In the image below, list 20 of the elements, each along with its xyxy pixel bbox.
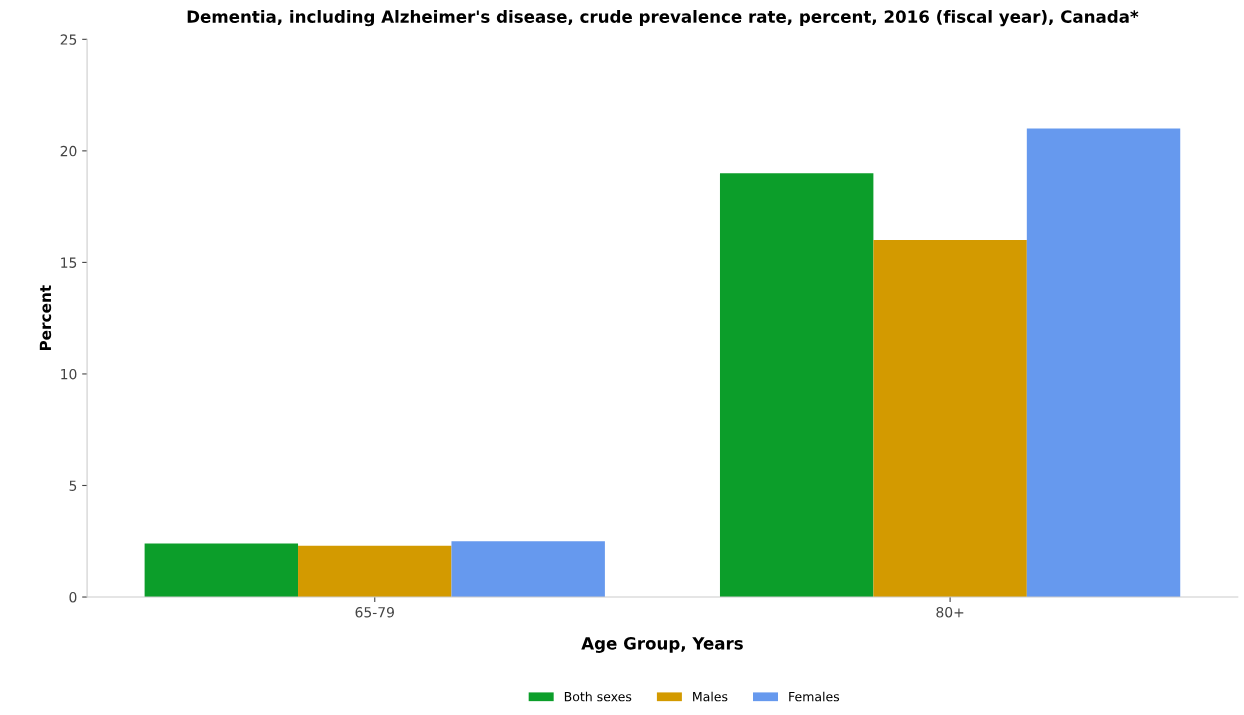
x-tick-label: 80+ <box>936 606 964 618</box>
y-axis-title: Percent <box>39 285 52 351</box>
y-tick-label: 5 <box>69 480 77 491</box>
y-tick-label: 15 <box>61 257 77 268</box>
bar <box>1026 128 1181 598</box>
legend-label: Females <box>789 691 840 702</box>
bar <box>144 543 299 598</box>
y-tick-label: 10 <box>61 368 77 380</box>
x-axis-title: Age Group, Years <box>581 637 743 653</box>
chart-title: Dementia, including Alzheimer's disease, crude prevalence rate, percent, 2016 (fiscal year), Canada* <box>187 9 1139 27</box>
bar <box>298 545 452 598</box>
bar <box>873 240 1027 598</box>
x-tick-label: 65-79 <box>355 606 394 618</box>
y-tick-label: 25 <box>60 34 77 45</box>
y-tick-label: 20 <box>60 145 77 157</box>
y-tick-label: 0 <box>69 591 77 603</box>
bar <box>719 173 874 598</box>
bar <box>451 541 605 598</box>
legend-label: Both sexes <box>564 691 632 702</box>
legend-label: Males <box>693 691 728 702</box>
